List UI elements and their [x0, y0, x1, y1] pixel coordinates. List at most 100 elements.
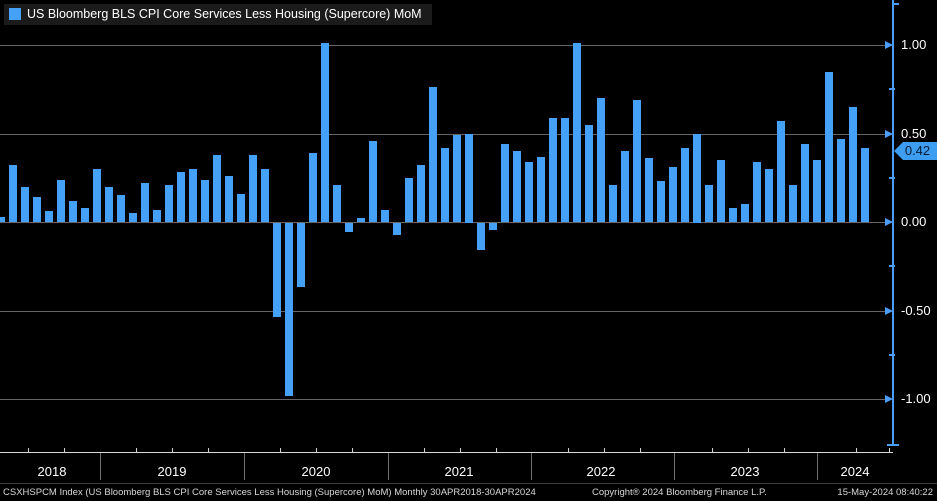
year-divider [244, 452, 245, 480]
x-axis-minor-tick [856, 448, 857, 452]
x-axis-year-label: 2022 [586, 464, 616, 479]
bar [861, 148, 869, 222]
bar [201, 180, 209, 222]
year-divider [100, 452, 101, 480]
bar [585, 125, 593, 222]
bar [729, 208, 737, 222]
bar [21, 187, 29, 222]
year-divider [531, 452, 532, 480]
x-axis-year-label: 2023 [730, 464, 760, 479]
bar [69, 201, 77, 222]
bar [0, 217, 5, 222]
bar [417, 165, 425, 222]
bar [453, 135, 461, 222]
x-axis-minor-tick [64, 448, 65, 452]
x-axis-minor-tick [424, 448, 425, 452]
x-axis-minor-tick [496, 448, 497, 452]
y-axis-tick-label: -1.00 [901, 391, 931, 406]
last-value-badge: 0.42 [894, 142, 937, 160]
bar [93, 169, 101, 222]
bar [633, 100, 641, 222]
x-axis-year-label: 2020 [301, 464, 331, 479]
x-axis-year-label: 2018 [37, 464, 67, 479]
bar [369, 141, 377, 222]
bar [561, 118, 569, 222]
bar [45, 211, 53, 222]
bar [825, 72, 833, 222]
year-divider [817, 452, 818, 480]
status-bar: CSXHSPCM Index (US Bloomberg BLS CPI Cor… [0, 483, 937, 501]
bar [345, 223, 353, 232]
bar [777, 121, 785, 222]
bar [465, 134, 473, 223]
y-axis-bottom-tick [887, 444, 899, 446]
legend-swatch-icon [9, 8, 21, 20]
bar [753, 162, 761, 222]
bar [225, 176, 233, 222]
x-axis-minor-tick [784, 448, 785, 452]
bar [801, 144, 809, 222]
x-axis-minor-tick [568, 448, 569, 452]
x-axis-minor-tick [208, 448, 209, 452]
bar [81, 208, 89, 222]
bar [321, 43, 329, 222]
bar [213, 155, 221, 222]
bar [441, 148, 449, 222]
x-axis-minor-tick [280, 448, 281, 452]
bar [537, 157, 545, 222]
bar [621, 151, 629, 222]
bar [57, 180, 65, 222]
bar [597, 98, 605, 222]
bar [273, 223, 281, 317]
bar [177, 172, 185, 222]
bar [261, 169, 269, 222]
ticker-description: CSXHSPCM Index (US Bloomberg BLS CPI Cor… [3, 487, 536, 498]
bar [309, 153, 317, 222]
x-axis-end-tick [889, 448, 890, 452]
bar [117, 195, 125, 222]
bar [693, 134, 701, 223]
bar [849, 107, 857, 222]
bar [741, 204, 749, 222]
bar [105, 187, 113, 222]
bar [357, 218, 365, 222]
bar [393, 223, 401, 235]
legend[interactable]: US Bloomberg BLS CPI Core Services Less … [4, 4, 432, 25]
x-axis-line [0, 452, 893, 453]
y-axis-line [892, 0, 894, 446]
y-gridline [0, 45, 893, 46]
bar [237, 194, 245, 222]
y-axis-arrow-tick [885, 218, 893, 226]
year-divider [674, 452, 675, 480]
x-axis-minor-tick [640, 448, 641, 452]
bar [405, 178, 413, 222]
x-axis-minor-tick [28, 448, 29, 452]
x-axis-minor-tick [316, 448, 317, 452]
bar [669, 167, 677, 222]
bar [717, 160, 725, 222]
timestamp: 15-May-2024 08:40:22 [837, 487, 933, 498]
y-gridline [0, 222, 893, 223]
legend-label: US Bloomberg BLS CPI Core Services Less … [27, 7, 422, 21]
bar [141, 183, 149, 222]
y-gridline [0, 134, 893, 135]
bar [9, 165, 17, 222]
x-axis-minor-tick [748, 448, 749, 452]
bar [285, 223, 293, 396]
y-gridline [0, 399, 893, 400]
bar [681, 148, 689, 222]
bar [525, 162, 533, 222]
y-axis-arrow-tick [885, 395, 893, 403]
y-axis-tick-label: 1.00 [901, 37, 927, 52]
bar [549, 118, 557, 222]
bar [477, 223, 485, 250]
bar [609, 185, 617, 222]
bar [813, 160, 821, 222]
bar [501, 144, 509, 222]
bar [573, 43, 581, 222]
y-gridline [0, 311, 893, 312]
y-axis-top-tick [893, 3, 899, 5]
bar [429, 87, 437, 222]
copyright-text: Copyright® 2024 Bloomberg Finance L.P. [592, 487, 767, 498]
